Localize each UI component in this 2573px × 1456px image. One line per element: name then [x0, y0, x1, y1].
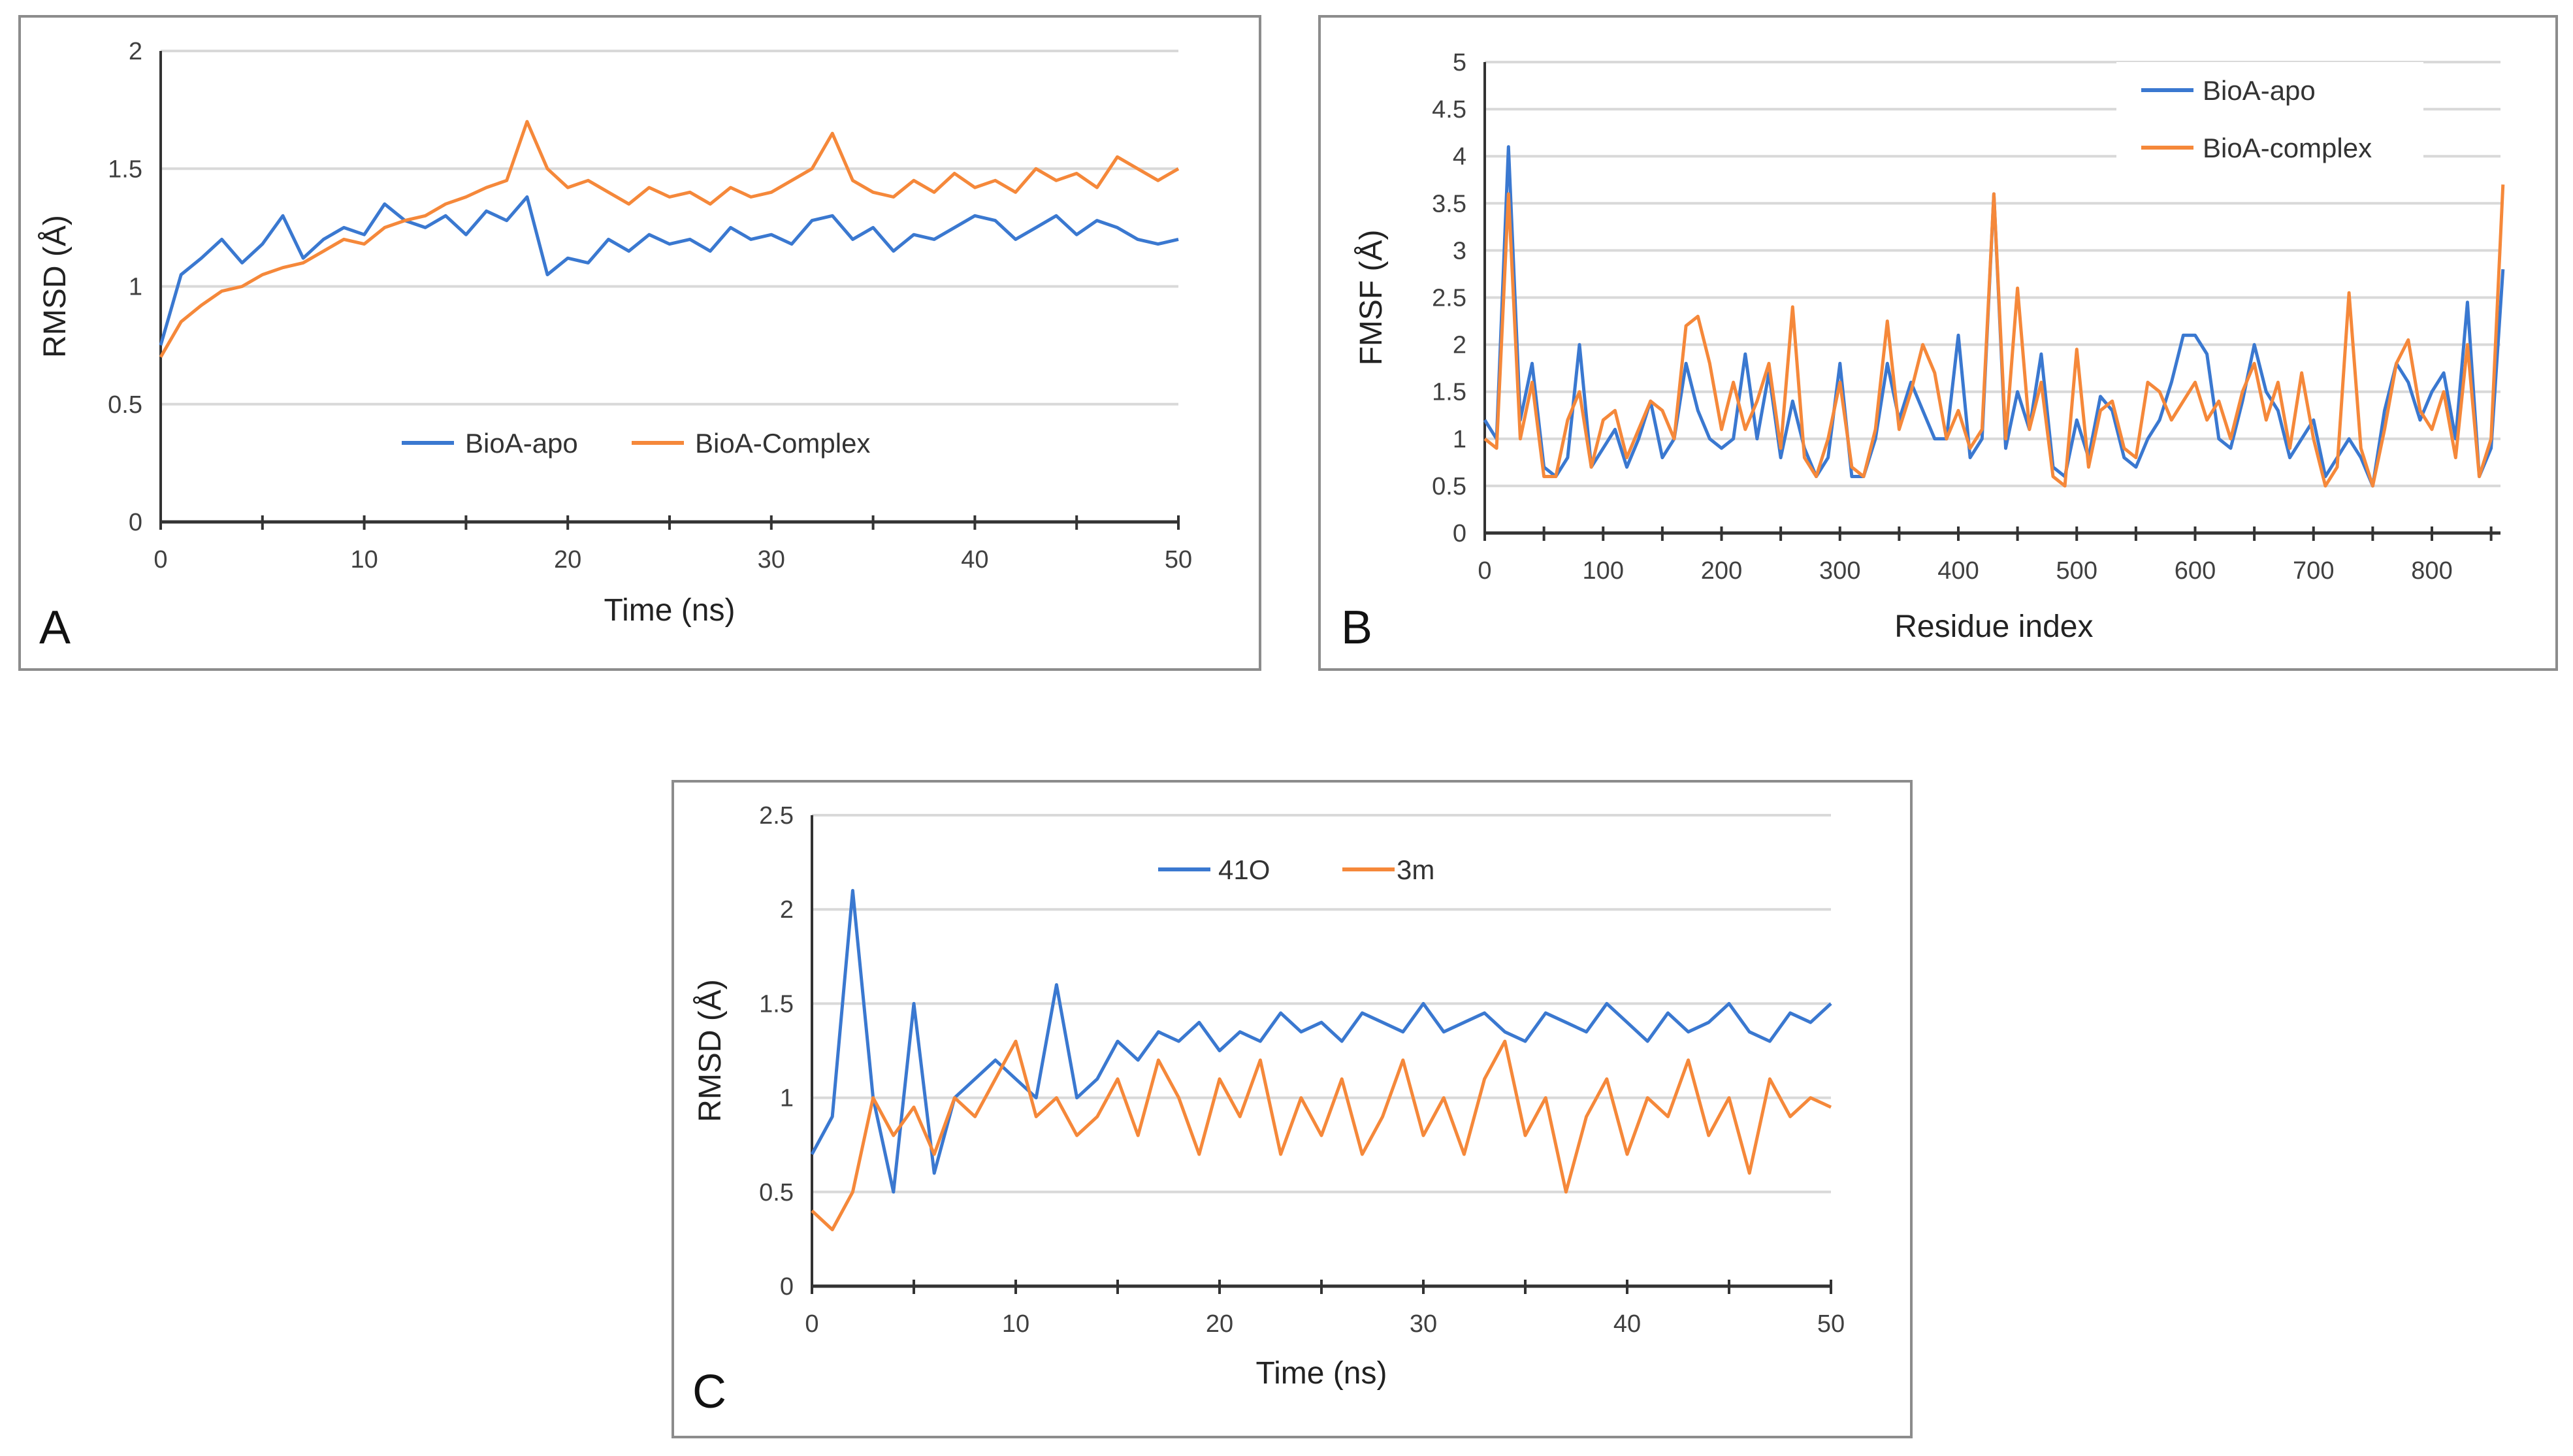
x-tick-label: 800	[2411, 557, 2452, 585]
y-tick-label: 0	[1453, 520, 1466, 547]
x-tick-label: 300	[1819, 557, 1860, 585]
y-tick-label: 4	[1453, 143, 1466, 170]
y-tick-label: 2.5	[759, 802, 794, 830]
y-tick-label: 1	[780, 1085, 794, 1112]
y-axis-title: RMSD (Å)	[38, 215, 73, 358]
x-tick-label: 200	[1701, 557, 1742, 585]
panel-letter: B	[1341, 602, 1372, 654]
y-tick-label: 2.5	[1432, 285, 1466, 312]
series-line-bioa-apo	[159, 195, 1179, 346]
y-tick-label: 3.5	[1432, 190, 1466, 218]
chart-panel-b: 0 0.5 1 1.5 2 2.5 3 3.5 4 4.5 5 0 100 200 300 400 500 600…	[1318, 15, 2558, 671]
x-tick-label: 0	[1478, 557, 1491, 585]
legend-label: 41O	[1218, 854, 1270, 885]
legend-label: BioA-apo	[465, 428, 578, 459]
y-tick-label: 4.5	[1432, 96, 1466, 123]
x-tick-label: 0	[154, 546, 167, 574]
series-line-bioa-complex	[159, 120, 1180, 358]
panel-frame	[18, 15, 1261, 671]
x-tick-label: 600	[2175, 557, 2216, 585]
legend-label: BioA-complex	[2203, 133, 2372, 163]
panel-letter: A	[39, 602, 71, 654]
y-tick-label: 0	[129, 509, 142, 536]
x-tick-label: 10	[1002, 1310, 1029, 1338]
chart-panel-c: 0 0.5 1 1.5 2 2.5 0 10 20 30 40 50 41O 3m Time (ns) RMS…	[672, 780, 1913, 1438]
y-tick-label: 5	[1453, 49, 1466, 76]
y-tick-label: 3	[1453, 237, 1466, 265]
x-tick-label: 20	[554, 546, 581, 574]
x-tick-label: 40	[961, 546, 988, 574]
y-tick-label: 0	[780, 1273, 794, 1301]
series-line-3m	[811, 1039, 1832, 1231]
legend-label: 3m	[1397, 854, 1434, 885]
x-tick-label: 50	[1165, 546, 1192, 574]
y-axis-title: FMSF (Å)	[1354, 230, 1389, 366]
legend-background	[2116, 62, 2423, 180]
x-tick-label: 20	[1206, 1310, 1233, 1338]
x-tick-label: 30	[1410, 1310, 1437, 1338]
x-tick-label: 100	[1583, 557, 1624, 585]
y-tick-label: 1.5	[108, 155, 142, 183]
y-tick-label: 2	[129, 38, 142, 65]
y-tick-label: 1	[129, 274, 142, 301]
y-tick-label: 2	[1453, 332, 1466, 359]
y-tick-label: 1	[1453, 426, 1466, 453]
x-tick-label: 50	[1817, 1310, 1845, 1338]
x-tick-label: 30	[758, 546, 785, 574]
x-tick-label: 500	[2056, 557, 2097, 585]
x-tick-label: 10	[350, 546, 378, 574]
series-line-bioa-complex	[1483, 184, 2505, 488]
y-tick-label: 1.5	[759, 990, 794, 1018]
y-tick-label: 2	[780, 896, 794, 924]
y-tick-label: 0.5	[1432, 473, 1466, 500]
x-tick-label: 700	[2293, 557, 2334, 585]
y-tick-label: 0.5	[108, 391, 142, 419]
legend-label: BioA-apo	[2203, 75, 2316, 106]
x-tick-label: 400	[1937, 557, 1979, 585]
legend-label: BioA-Complex	[695, 428, 870, 459]
y-tick-label: 0.5	[759, 1179, 794, 1206]
x-axis-title: Time (ns)	[1256, 1356, 1387, 1391]
x-tick-label: 40	[1613, 1310, 1641, 1338]
x-tick-label: 0	[805, 1310, 818, 1338]
panel-letter: C	[692, 1366, 726, 1418]
y-axis-title: RMSD (Å)	[693, 979, 728, 1122]
y-tick-label: 1.5	[1432, 379, 1466, 406]
series-line-41o	[810, 888, 1832, 1194]
x-axis-title: Residue index	[1894, 609, 2093, 644]
x-axis-title: Time (ns)	[604, 593, 736, 628]
